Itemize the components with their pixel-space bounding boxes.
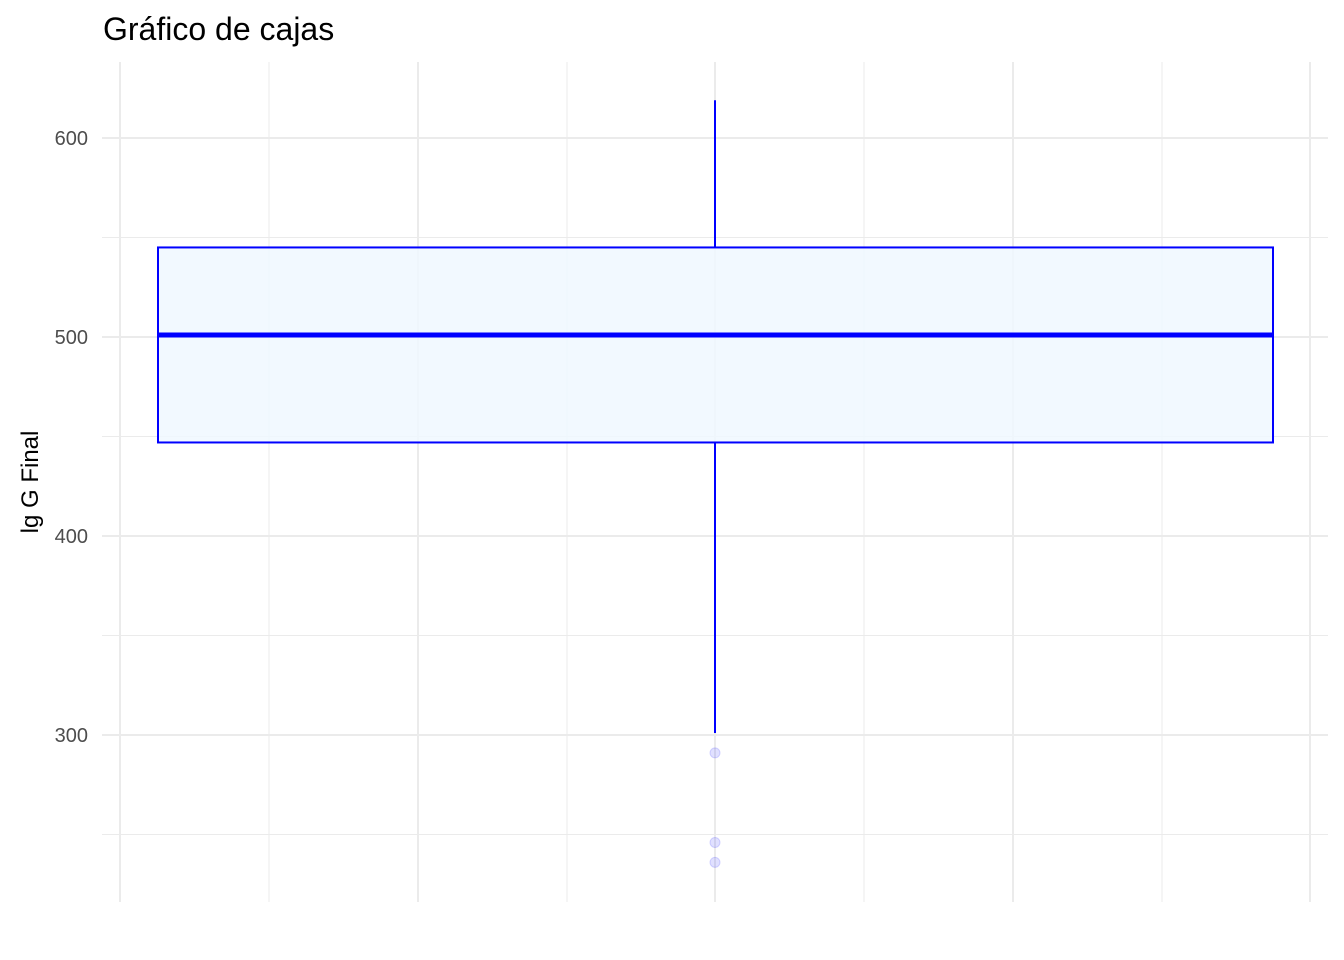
y-axis-label: lg G Final <box>17 431 44 534</box>
y-tick-label: 400 <box>55 526 88 548</box>
y-tick-label: 300 <box>55 725 88 747</box>
box-layer <box>157 100 1274 868</box>
y-tick-label: 500 <box>55 327 88 349</box>
axis-layer: 300 400 500 600 <box>55 128 88 747</box>
y-tick-label: 600 <box>55 128 88 150</box>
outlier-point <box>709 836 721 848</box>
iqr-box <box>157 246 1274 444</box>
chart-title: Gráfico de cajas <box>103 11 334 47</box>
outlier-point <box>709 747 721 759</box>
outlier-point <box>709 856 721 868</box>
